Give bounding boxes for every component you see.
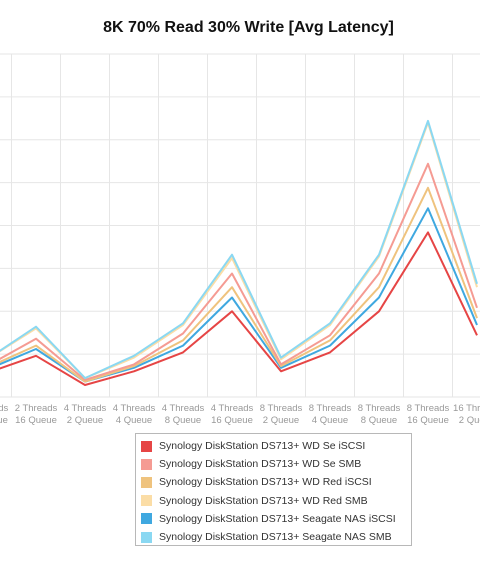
series-lines (0, 119, 478, 386)
legend-item: Synology DiskStation DS713+ WD Red SMB (141, 492, 411, 510)
x-tick-label: 2 Threads 16 Queue (15, 403, 58, 426)
legend-swatch (141, 458, 152, 470)
legend-label: Synology DiskStation DS713+ WD Red SMB (159, 494, 368, 507)
x-tick-label: 4 Threads 4 Queue (113, 403, 156, 426)
legend-item: Synology DiskStation DS713+ Seagate NAS … (141, 510, 411, 528)
legend-swatch (141, 440, 152, 452)
chart-legend: Synology DiskStation DS713+ WD Se iSCSI S… (135, 433, 412, 546)
legend-item: Synology DiskStation DS713+ WD Red iSCSI (141, 473, 411, 491)
series-line (0, 231, 478, 386)
legend-label: Synology DiskStation DS713+ WD Se iSCSI (159, 440, 366, 453)
series-line (0, 186, 478, 383)
series-line (0, 162, 478, 381)
chart-title: 8K 70% Read 30% Write [Avg Latency] (103, 19, 394, 36)
legend-label: Synology DiskStation DS713+ Seagate NAS … (159, 531, 392, 544)
x-tick-label: 4 Threads 8 Queue (162, 403, 205, 426)
legend-label: Synology DiskStation DS713+ WD Red iSCSI (159, 476, 372, 489)
legend-label: Synology DiskStation DS713+ WD Se SMB (159, 458, 362, 471)
x-tick-label: 4 Threads 2 Queue (64, 403, 107, 426)
legend-label: Synology DiskStation DS713+ Seagate NAS … (159, 512, 396, 525)
legend-swatch (141, 476, 152, 488)
x-tick-label: 8 Threads 16 Queue (407, 403, 450, 426)
x-tick-label: 8 Threads 2 Queue (260, 403, 303, 426)
legend-swatch (141, 495, 152, 507)
legend-swatch (141, 531, 152, 543)
legend-swatch (141, 513, 152, 525)
x-tick-label: 8 Threads 8 Queue (358, 403, 401, 426)
x-tick-label: 8 Threads 4 Queue (309, 403, 352, 426)
legend-item: Synology DiskStation DS713+ Seagate NAS … (141, 528, 411, 546)
grid-lines (0, 53, 480, 398)
x-tick-label: 4 Threads 16 Queue (211, 403, 254, 426)
legend-item: Synology DiskStation DS713+ WD Se SMB (141, 455, 411, 473)
legend-item: Synology DiskStation DS713+ WD Se iSCSI (141, 437, 411, 455)
series-line (0, 119, 478, 380)
